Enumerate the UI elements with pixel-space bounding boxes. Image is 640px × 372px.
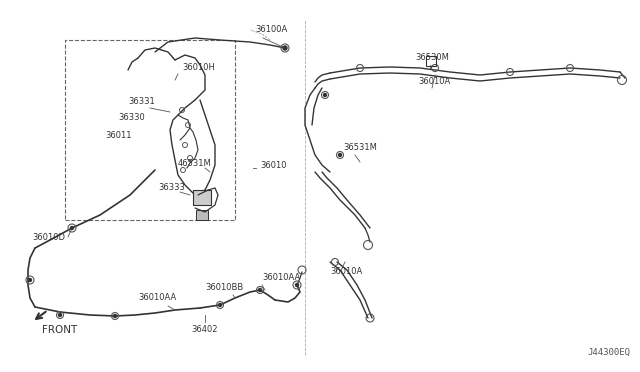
Text: 36010A: 36010A bbox=[330, 267, 362, 276]
Text: FRONT: FRONT bbox=[42, 325, 77, 335]
Text: 36010: 36010 bbox=[260, 160, 287, 170]
Text: 36010AA: 36010AA bbox=[262, 273, 300, 282]
Circle shape bbox=[113, 314, 116, 317]
Text: J44300EQ: J44300EQ bbox=[587, 348, 630, 357]
Text: 36333: 36333 bbox=[158, 183, 185, 192]
Circle shape bbox=[296, 283, 298, 286]
Text: 36330: 36330 bbox=[118, 113, 145, 122]
Bar bbox=[426, 56, 436, 66]
Text: 36531M: 36531M bbox=[343, 144, 377, 153]
Text: 36010D: 36010D bbox=[32, 234, 65, 243]
Text: 36010A: 36010A bbox=[418, 77, 451, 87]
Text: 36100A: 36100A bbox=[255, 26, 287, 35]
Circle shape bbox=[70, 227, 74, 230]
Text: 36331: 36331 bbox=[128, 97, 155, 106]
Bar bbox=[193, 190, 211, 205]
Circle shape bbox=[29, 279, 31, 282]
Text: 36402: 36402 bbox=[192, 326, 218, 334]
Circle shape bbox=[58, 314, 61, 317]
Text: 46531M: 46531M bbox=[178, 158, 212, 167]
Circle shape bbox=[339, 154, 342, 157]
Text: 36530M: 36530M bbox=[415, 54, 449, 62]
Circle shape bbox=[259, 289, 262, 292]
Text: 36010BB: 36010BB bbox=[205, 283, 243, 292]
Circle shape bbox=[283, 46, 287, 50]
Text: 36010H: 36010H bbox=[182, 64, 215, 73]
Bar bbox=[65, 40, 235, 220]
Circle shape bbox=[323, 93, 326, 96]
Text: 36010AA: 36010AA bbox=[138, 294, 176, 302]
Text: 36011: 36011 bbox=[105, 131, 131, 140]
Bar bbox=[196, 210, 208, 220]
Circle shape bbox=[218, 304, 221, 307]
